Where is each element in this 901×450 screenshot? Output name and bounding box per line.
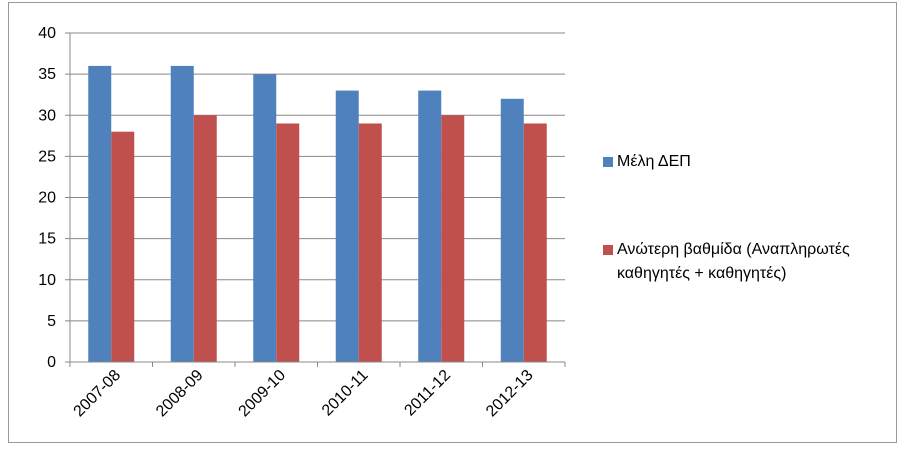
bar [170,65,194,363]
legend-item: Μέλη ΔΕΠ [603,150,893,174]
bar [88,65,112,363]
bar [523,123,547,362]
y-tick-label: 5 [47,313,56,330]
x-tick-label: 2009-10 [236,367,290,421]
bar [253,74,277,362]
bar [418,90,442,362]
bar [500,98,524,363]
y-tick-label: 10 [38,272,56,289]
y-tick-label: 0 [47,354,56,371]
y-tick-label: 35 [38,66,56,83]
x-tick-label: 2010-11 [319,367,372,420]
legend-item: Ανώτερη βαθμίδα (Αναπληρωτές καθηγητές +… [603,238,893,286]
bar [335,90,359,362]
chart-border [8,2,897,443]
bar [276,123,300,362]
bar [111,131,135,362]
x-tick-label: 2012-13 [483,367,537,421]
legend-swatch [603,157,613,167]
legend-label: Μέλη ΔΕΠ [617,153,691,170]
x-tick-label: 2007-08 [71,367,125,421]
y-tick-label: 30 [38,107,56,124]
legend-swatch [603,245,613,255]
bar [441,115,465,362]
y-tick-label: 15 [38,231,56,248]
y-tick-label: 25 [38,148,56,165]
x-tick-label: 2011-12 [401,367,454,420]
y-tick-label: 20 [38,190,56,207]
bar [358,123,382,362]
x-tick-label: 2008-09 [153,367,207,421]
legend-label: Ανώτερη βαθμίδα (Αναπληρωτές καθηγητές +… [617,241,850,282]
y-tick-label: 40 [38,25,56,42]
bar [193,115,217,362]
